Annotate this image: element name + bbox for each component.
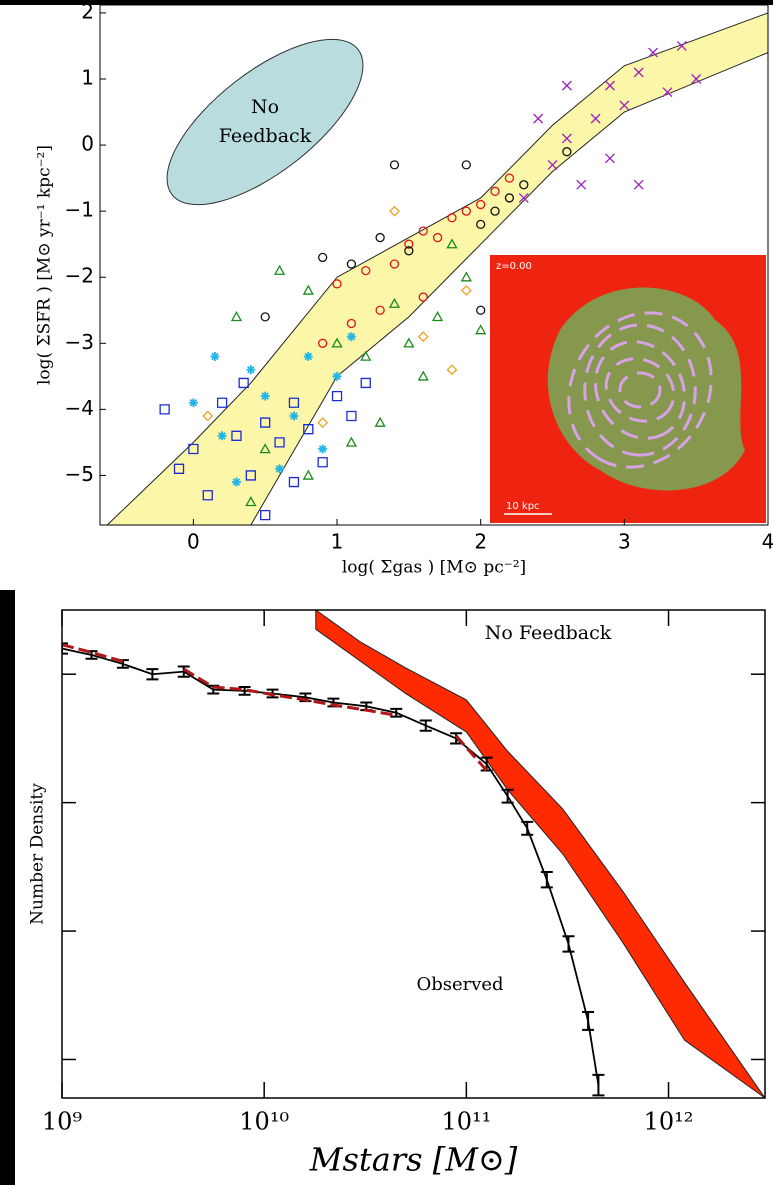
point [433,312,442,320]
x-tick-label: 0 [187,530,200,554]
point [347,411,356,420]
point [304,286,313,294]
point [203,411,212,420]
point [210,352,219,361]
point [577,180,586,189]
error-bar [582,1012,594,1030]
inset-label: 10 kpc [506,501,540,512]
inset-label: z=0.00 [496,261,532,272]
error-bar [521,822,533,835]
point [232,478,241,487]
point [261,313,269,321]
point [318,418,327,427]
x-tick-label: 2 [474,530,487,554]
top-border [0,0,773,5]
point [319,253,327,261]
point [333,372,342,381]
point [462,286,471,295]
point [476,326,485,334]
y-axis-label: log( ΣSFR ) [M⊙ yr⁻¹ kpc⁻²] [35,145,55,385]
point [189,398,198,407]
point [333,392,342,401]
point [376,418,385,426]
point [289,478,298,487]
series-label: Observed [416,974,503,995]
point [246,365,255,374]
point [347,260,355,268]
point [390,207,399,216]
error-bar [420,720,432,730]
point [261,392,270,401]
point [347,438,356,446]
point [605,154,614,163]
point [347,332,356,341]
no-feedback-region [141,10,389,234]
point [289,411,298,420]
y-axis-label: Number Density [28,783,48,925]
point [562,81,571,90]
point [218,398,227,407]
point [304,471,313,479]
band-label: No Feedback [485,622,612,644]
point [318,458,327,467]
y-tick-label: −1 [65,198,94,222]
x-tick-label: 10¹¹ [441,1108,491,1136]
y-tick-label: −4 [65,396,94,420]
point [275,266,284,274]
x-tick-label: 4 [762,530,773,554]
series-line [62,649,598,1086]
x-tick-label: 10⁹ [42,1108,83,1136]
inset: z=0.00 10 kpc [490,255,766,523]
point [304,352,313,361]
point [376,234,384,242]
point [534,114,543,123]
point [160,405,169,414]
annotation: No [251,96,279,118]
series-line [62,645,487,771]
point [361,378,370,387]
point [419,332,428,341]
x-axis-label: log( Σgas ) [M⊙ pc⁻²] [342,558,526,578]
y-tick-label: −2 [65,264,94,288]
point [318,445,327,454]
point [275,464,284,473]
annotation: Feedback [219,125,312,147]
y-tick-label: 1 [81,66,94,90]
y-tick-label: 0 [81,132,94,156]
error-bar [592,1075,604,1096]
error-bar [541,872,553,887]
mass-function-panel: No Feedback Observed 10⁹ 10¹⁰ 10¹¹ 10¹² Mstars… [28,610,766,1179]
point [447,365,456,374]
point [218,431,227,440]
y-tick-label: −5 [65,462,94,486]
point [390,161,398,169]
point [477,306,485,314]
point [462,273,471,281]
left-border [0,590,15,1185]
error-bar [562,936,574,951]
point [462,161,470,169]
point [261,511,270,520]
point [634,180,643,189]
y-tick-label: −3 [65,330,94,354]
x-tick-label: 1 [331,530,344,554]
x-tick-label: 10¹⁰ [239,1108,289,1136]
point [232,312,241,320]
sfr-panel: No Feedback z=0.00 10 kpc 0 1 2 3 4 −5 −4 −3 −2 −1 0 1 2… [35,0,773,578]
y-tick-label: 2 [81,0,94,23]
point [419,372,428,380]
x-axis-label: Mstars [M⊙] [309,1141,518,1179]
x-tick-label: 3 [618,530,631,554]
point [239,378,248,387]
band [316,610,765,1098]
point [404,339,413,347]
x-tick-label: 10¹² [644,1108,694,1136]
lines [56,643,604,1095]
